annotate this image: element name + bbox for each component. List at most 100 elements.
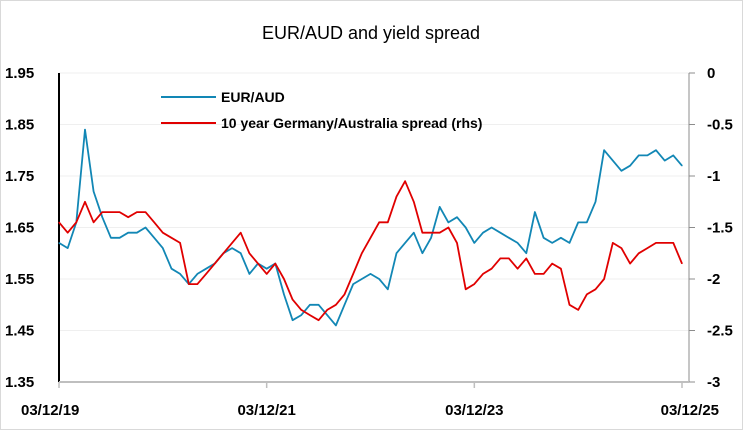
data-point — [612, 159, 614, 162]
data-point — [413, 232, 415, 234]
data-point — [508, 257, 510, 259]
data-point — [127, 232, 129, 234]
data-point — [577, 221, 579, 223]
data-point — [646, 154, 648, 156]
y-right-tick-label: -3 — [707, 374, 720, 391]
data-point — [205, 268, 207, 270]
data-point — [439, 232, 441, 234]
data-point — [84, 129, 86, 131]
data-point — [378, 278, 380, 280]
data-point — [664, 159, 666, 162]
chart-title: EUR/AUD and yield spread — [262, 23, 480, 43]
data-point — [292, 319, 294, 321]
data-point — [58, 242, 60, 244]
data-point — [594, 201, 597, 203]
data-point — [110, 211, 112, 213]
x-tick-label: 03/12/21 — [237, 402, 295, 419]
data-point — [378, 221, 380, 223]
data-point — [110, 237, 112, 239]
data-point — [101, 211, 103, 213]
data-point — [144, 211, 147, 213]
data-point — [465, 226, 467, 229]
x-tick-label: 03/12/19 — [21, 402, 79, 419]
data-point — [75, 221, 77, 223]
data-point — [473, 283, 475, 285]
data-point — [127, 216, 129, 218]
data-point — [516, 268, 519, 270]
y-left-tick-label: 1.35 — [5, 374, 34, 391]
data-point — [638, 252, 640, 254]
legend-label-eur-aud: EUR/AUD — [221, 89, 285, 105]
data-point — [136, 232, 138, 234]
data-point — [499, 232, 501, 234]
y-right-tick-label: -2 — [707, 271, 720, 288]
data-point — [629, 262, 631, 265]
data-point — [525, 252, 527, 254]
data-point — [93, 221, 95, 223]
data-point — [361, 252, 363, 254]
data-point — [118, 211, 121, 213]
data-point — [292, 299, 294, 301]
data-point — [586, 293, 588, 296]
data-point — [205, 273, 207, 275]
y-right-tick-label: 0 — [707, 65, 715, 82]
data-point — [447, 226, 449, 229]
data-point — [283, 293, 285, 296]
data-point — [369, 237, 372, 239]
data-point — [534, 211, 536, 213]
data-point — [352, 273, 354, 275]
data-point — [300, 309, 302, 311]
data-point — [447, 221, 449, 223]
data-point — [646, 247, 648, 249]
y-left-tick-label: 1.45 — [5, 323, 34, 340]
data-point — [361, 278, 363, 280]
data-point — [387, 288, 389, 290]
data-point — [231, 242, 233, 244]
y-left-tick-label: 1.55 — [5, 271, 34, 288]
y-left-tick-label: 1.65 — [5, 220, 34, 237]
legend-label-spread: 10 year Germany/Australia spread (rhs) — [221, 115, 482, 131]
data-point — [525, 257, 527, 259]
data-point — [317, 304, 320, 306]
data-point — [594, 288, 597, 290]
y-left-tick-label: 1.85 — [5, 117, 34, 134]
data-point — [196, 283, 199, 285]
data-point — [664, 242, 666, 244]
data-point — [681, 262, 683, 265]
data-point — [335, 324, 337, 326]
data-point — [343, 293, 346, 296]
data-point — [681, 165, 683, 167]
data-point — [430, 232, 432, 234]
data-point — [188, 283, 190, 285]
data-point — [300, 314, 302, 316]
data-point — [196, 273, 199, 275]
data-point — [222, 252, 225, 254]
data-point — [257, 262, 259, 265]
data-point — [335, 304, 337, 306]
series-line-spread — [58, 180, 683, 322]
data-point — [413, 201, 415, 203]
data-point — [240, 232, 242, 234]
data-point — [352, 283, 354, 285]
data-point — [101, 216, 103, 218]
data-point — [568, 304, 571, 306]
data-point — [568, 242, 571, 244]
data-point — [179, 242, 181, 244]
data-point — [136, 211, 138, 213]
gridlines — [59, 72, 689, 383]
data-point — [603, 149, 605, 151]
data-point — [421, 232, 424, 234]
data-point — [482, 273, 484, 275]
data-point — [248, 273, 250, 275]
data-point — [655, 242, 657, 244]
data-point — [577, 309, 579, 311]
data-point — [144, 226, 147, 229]
data-point — [404, 242, 406, 244]
data-point — [309, 314, 311, 316]
data-point — [491, 268, 493, 270]
data-point — [499, 257, 501, 259]
data-point — [153, 237, 155, 239]
data-point — [240, 252, 242, 254]
data-point — [551, 262, 553, 265]
data-point — [421, 252, 424, 254]
